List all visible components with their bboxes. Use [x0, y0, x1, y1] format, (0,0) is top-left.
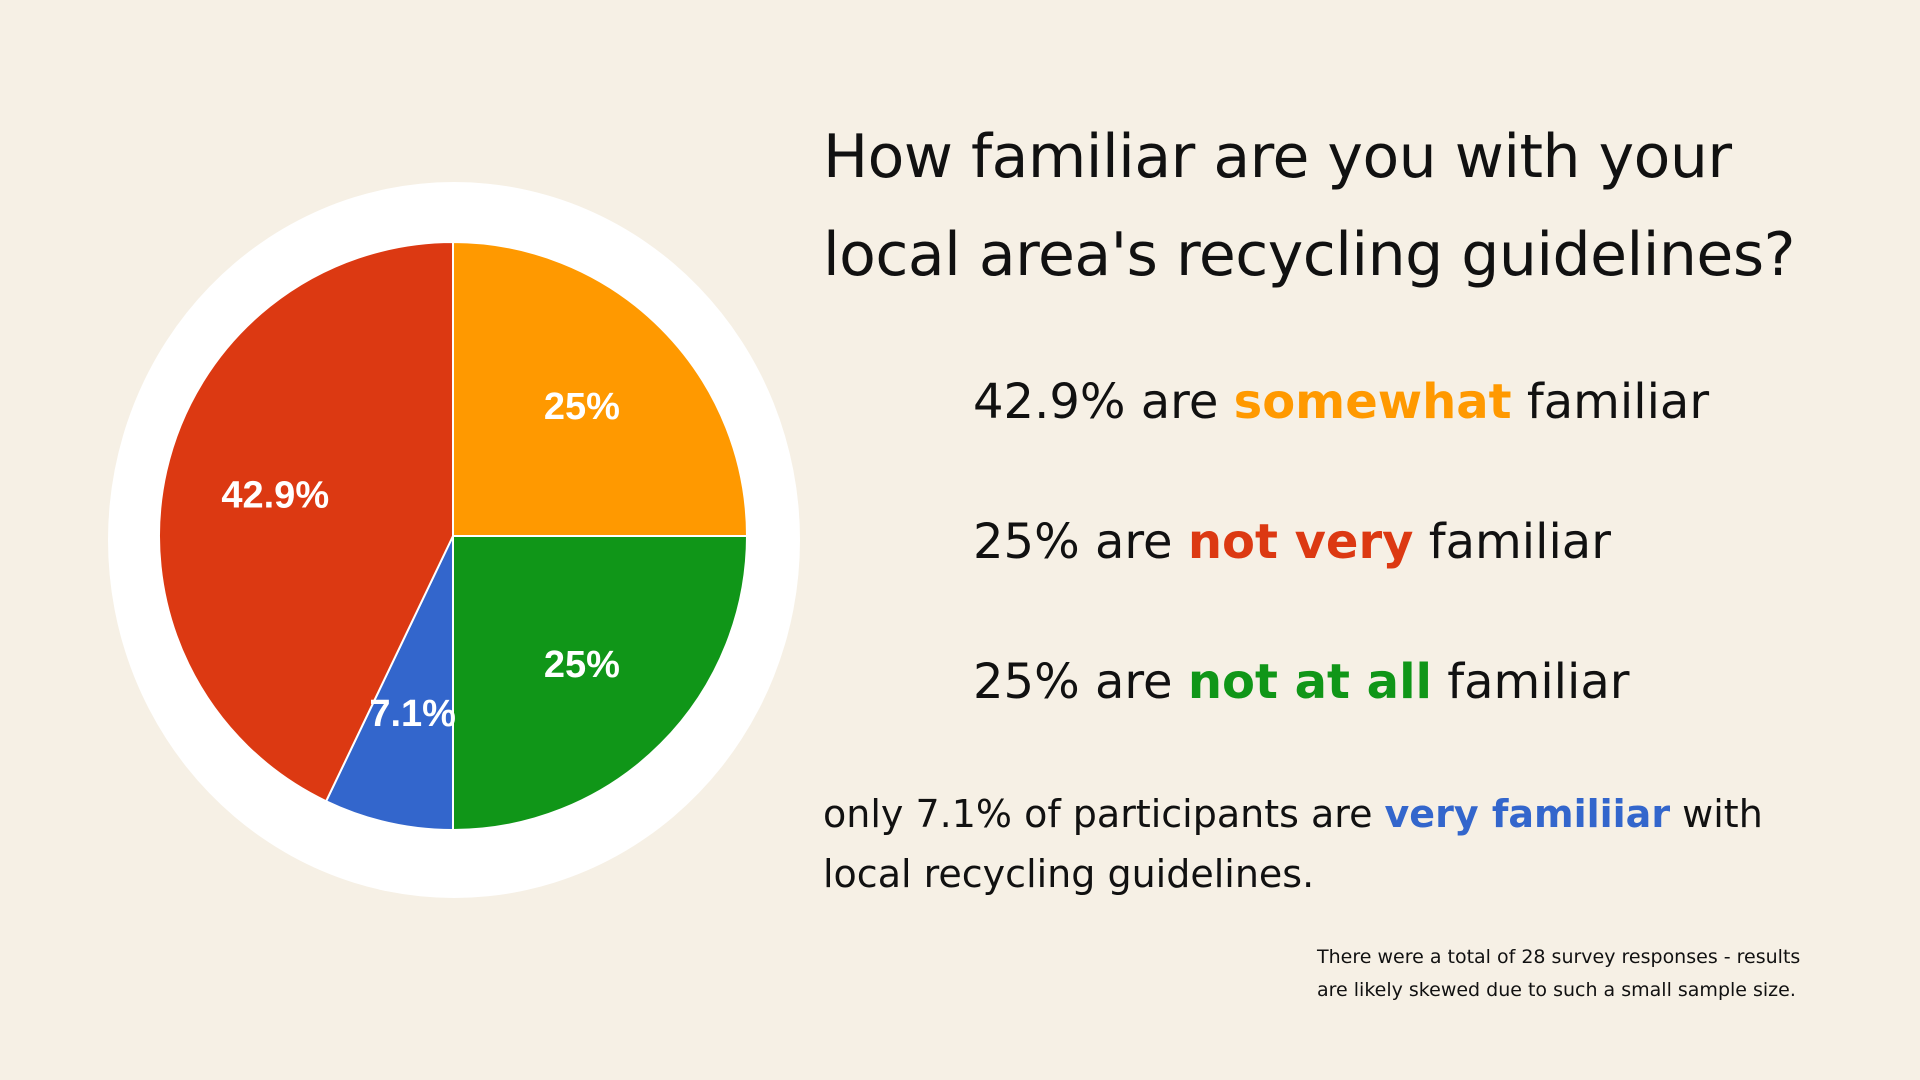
stat-post: familiar — [1511, 374, 1710, 430]
stat-not-very: 25% are not very familiar — [973, 512, 1611, 572]
pie-slice-2-42-9 — [158, 240, 454, 803]
stat-highlight-not-very: not very — [1187, 514, 1414, 570]
stat-value: 25% — [973, 514, 1080, 570]
stat-value: 25% — [973, 654, 1080, 710]
pie-slice-0-25 — [452, 535, 749, 832]
pie-label-1: 7.1% — [369, 693, 456, 735]
stat-pre: are — [1079, 514, 1188, 570]
footnote: There were a total of 28 survey response… — [1317, 946, 1801, 1001]
stat-value: 42.9% — [973, 374, 1126, 430]
question-title: How familiar are you with your local are… — [823, 122, 1795, 290]
stat-highlight-somewhat: somewhat — [1233, 374, 1512, 430]
stat-post: familiar — [1413, 514, 1611, 570]
pie-slice-3-25 — [452, 240, 749, 537]
pie-label-2: 42.9% — [221, 475, 329, 517]
pie-label-0: 25% — [544, 644, 620, 686]
pie-label-3: 25% — [544, 386, 620, 428]
stat-post: familiar — [1431, 654, 1630, 710]
pie-slice-1-7-1 — [324, 535, 454, 832]
stat-somewhat: 42.9% are somewhat familiar — [973, 372, 1709, 432]
stat-highlight-not-at-all: not at all — [1187, 654, 1432, 710]
stat-pre: are — [1079, 654, 1188, 710]
note-highlight-very: very familiiar — [1384, 792, 1671, 836]
very-familiar-note: only 7.1% of participants are very famil… — [823, 784, 1823, 904]
note-post: with local recycling guidelines. — [823, 792, 1763, 896]
stat-not-at-all: 25% are not at all familiar — [973, 652, 1629, 712]
stat-pre: are — [1125, 374, 1234, 430]
note-pre: only 7.1% of participants are — [823, 792, 1385, 836]
